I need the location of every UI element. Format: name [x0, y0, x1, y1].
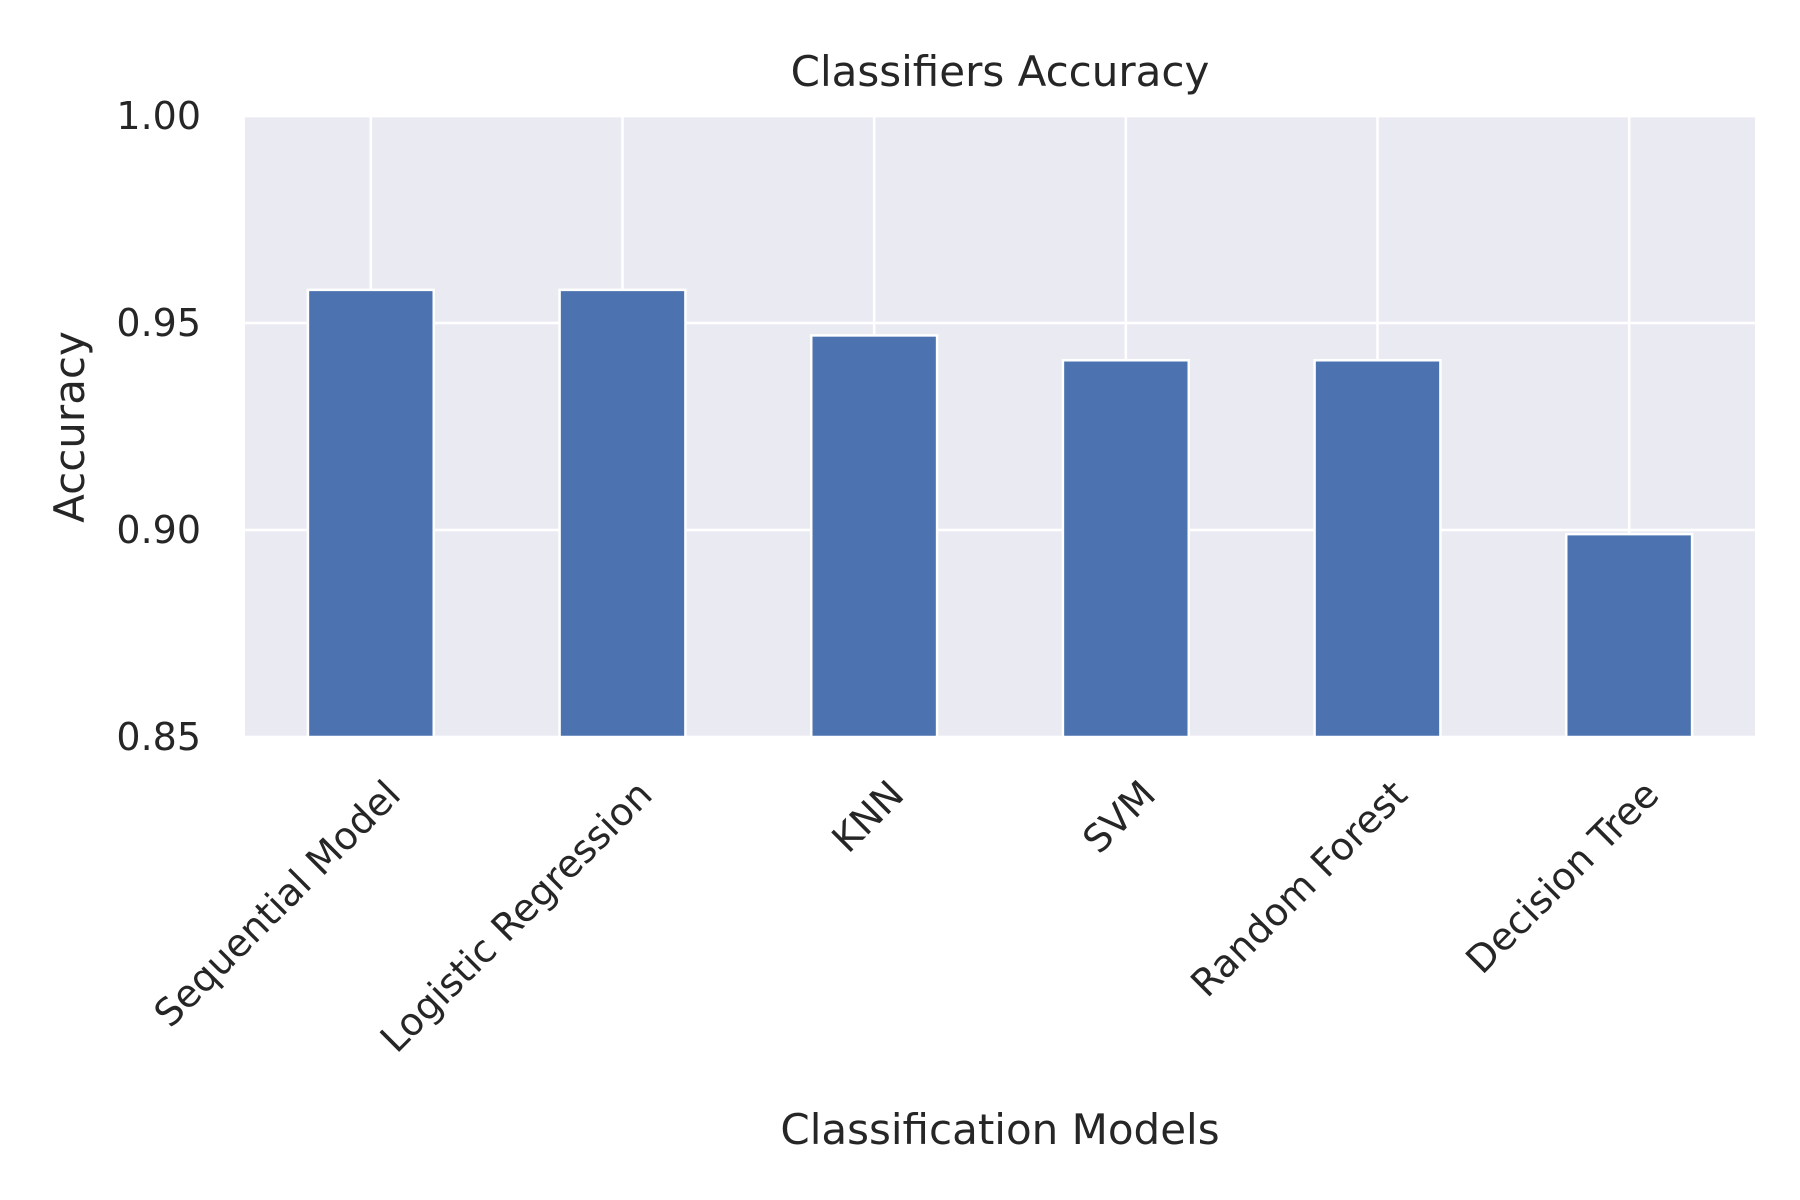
y-tick-label: 1.00 — [116, 94, 201, 138]
x-axis-title: Classification Models — [780, 1105, 1219, 1154]
bar-decision-tree — [1565, 532, 1694, 739]
plot-area — [245, 116, 1755, 737]
y-tick-label: 0.95 — [116, 301, 201, 345]
x-tick-label: SVM — [1074, 772, 1164, 862]
bar-logistic-regression — [558, 288, 687, 739]
x-tick-label: KNN — [823, 772, 912, 861]
bar-sequential-model — [306, 288, 435, 739]
y-tick-label: 0.90 — [116, 508, 201, 552]
bar-svm — [1061, 359, 1190, 739]
x-tick-label: Sequential Model — [145, 772, 408, 1035]
bar-knn — [810, 334, 939, 739]
x-tick-label: Decision Tree — [1457, 772, 1667, 982]
x-tick-label: Logistic Regression — [372, 772, 661, 1061]
chart-title: Classifiers Accuracy — [791, 47, 1210, 96]
y-axis-title: Accuracy — [45, 331, 94, 523]
y-tick-labels: 0.85 0.90 0.95 1.00 — [116, 94, 201, 759]
bar-random-forest — [1313, 359, 1442, 739]
bars — [306, 288, 1694, 739]
y-tick-label: 0.85 — [116, 715, 201, 759]
x-tick-label: Random Forest — [1182, 772, 1415, 1005]
